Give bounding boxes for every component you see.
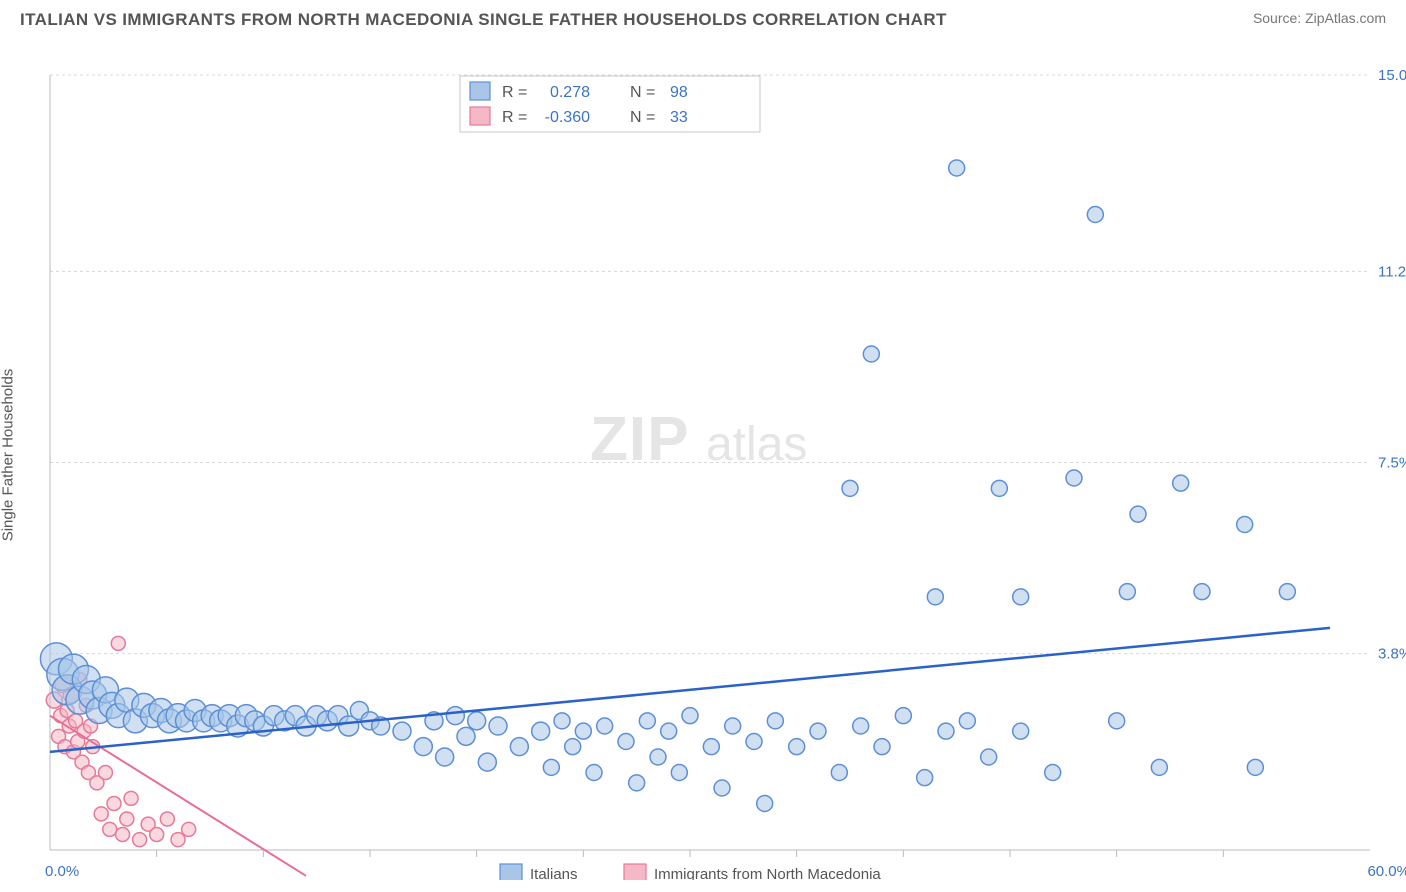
data-point-blue: [767, 713, 783, 729]
stats-r-value: -0.360: [545, 109, 590, 126]
data-point-blue: [414, 738, 432, 756]
data-point-blue: [1247, 759, 1263, 775]
data-point-blue: [639, 713, 655, 729]
data-point-pink: [107, 797, 121, 811]
data-point-blue: [661, 723, 677, 739]
data-point-blue: [1045, 765, 1061, 781]
data-point-blue: [725, 718, 741, 734]
scatter-chart: ZIP atlas 3.8% 7.5% 11.2% 15.0% 0.0% 60.0% R = 0.…: [0, 30, 1406, 880]
data-point-blue: [1173, 475, 1189, 491]
data-point-blue: [895, 708, 911, 724]
data-point-blue: [1109, 713, 1125, 729]
x-tick-label: 60.0%: [1367, 863, 1406, 880]
data-point-blue: [874, 739, 890, 755]
data-point-blue: [532, 722, 550, 740]
stats-n-value: 33: [670, 109, 688, 126]
data-point-blue: [489, 717, 507, 735]
data-point-blue: [650, 749, 666, 765]
data-point-pink: [103, 822, 117, 836]
data-point-blue: [831, 765, 847, 781]
data-point-blue: [917, 770, 933, 786]
data-point-blue: [746, 734, 762, 750]
data-point-blue: [457, 727, 475, 745]
chart-container: Single Father Households ZIP atlas 3.8% 7.5…: [0, 30, 1406, 880]
data-point-blue: [575, 723, 591, 739]
data-point-pink: [124, 791, 138, 805]
data-point-blue: [586, 765, 602, 781]
data-point-pink: [133, 833, 147, 847]
data-point-blue: [959, 713, 975, 729]
data-point-blue: [1130, 506, 1146, 522]
data-point-blue: [1279, 584, 1295, 600]
data-point-blue: [991, 480, 1007, 496]
data-point-blue: [629, 775, 645, 791]
data-point-blue: [682, 708, 698, 724]
data-point-blue: [927, 589, 943, 605]
source-label: Source: ZipAtlas.com: [1253, 10, 1386, 26]
stats-r-value: 0.278: [550, 84, 590, 101]
data-point-pink: [116, 828, 130, 842]
data-point-blue: [1087, 207, 1103, 223]
data-point-pink: [160, 812, 174, 826]
data-point-pink: [111, 636, 125, 650]
stats-r-label: R =: [502, 84, 527, 101]
data-point-blue: [393, 722, 411, 740]
stats-swatch: [470, 107, 490, 125]
y-tick-label: 3.8%: [1378, 646, 1406, 663]
data-point-pink: [94, 807, 108, 821]
data-point-blue: [446, 707, 464, 725]
chart-title: ITALIAN VS IMMIGRANTS FROM NORTH MACEDON…: [20, 10, 947, 30]
legend-label: Italians: [530, 866, 578, 880]
legend-swatch: [624, 864, 646, 880]
data-point-blue: [703, 739, 719, 755]
data-point-blue: [436, 748, 454, 766]
data-point-blue: [554, 713, 570, 729]
legend-label: Immigrants from North Macedonia: [654, 866, 881, 880]
data-point-blue: [1013, 589, 1029, 605]
data-point-blue: [468, 712, 486, 730]
y-tick-label: 7.5%: [1378, 455, 1406, 472]
y-tick-label: 11.2%: [1378, 263, 1406, 280]
stats-n-label: N =: [630, 84, 655, 101]
legend-swatch: [500, 864, 522, 880]
watermark: ZIP: [590, 405, 689, 474]
data-point-pink: [171, 833, 185, 847]
data-point-blue: [810, 723, 826, 739]
data-point-pink: [182, 822, 196, 836]
data-point-pink: [120, 812, 134, 826]
data-point-blue: [757, 796, 773, 812]
watermark: atlas: [706, 418, 807, 471]
data-point-blue: [1194, 584, 1210, 600]
data-point-blue: [1237, 517, 1253, 533]
data-point-blue: [1151, 759, 1167, 775]
data-point-blue: [853, 718, 869, 734]
data-point-blue: [1013, 723, 1029, 739]
stats-n-value: 98: [670, 84, 688, 101]
data-point-blue: [789, 739, 805, 755]
stats-swatch: [470, 82, 490, 100]
stats-r-label: R =: [502, 109, 527, 126]
data-point-blue: [981, 749, 997, 765]
trend-line-blue: [50, 628, 1330, 752]
data-point-blue: [510, 738, 528, 756]
data-point-blue: [565, 739, 581, 755]
data-point-blue: [1066, 470, 1082, 486]
data-point-blue: [618, 734, 634, 750]
data-point-pink: [98, 766, 112, 780]
data-point-blue: [714, 780, 730, 796]
x-tick-label: 0.0%: [45, 863, 79, 880]
stats-n-label: N =: [630, 109, 655, 126]
data-point-blue: [478, 753, 496, 771]
data-point-pink: [150, 828, 164, 842]
y-axis-label: Single Father Households: [0, 369, 17, 542]
data-point-blue: [842, 480, 858, 496]
data-point-blue: [543, 759, 559, 775]
data-point-blue: [671, 765, 687, 781]
data-point-blue: [938, 723, 954, 739]
y-tick-label: 15.0%: [1378, 67, 1406, 84]
data-point-blue: [863, 346, 879, 362]
data-point-blue: [597, 718, 613, 734]
data-point-blue: [949, 160, 965, 176]
data-point-blue: [1119, 584, 1135, 600]
